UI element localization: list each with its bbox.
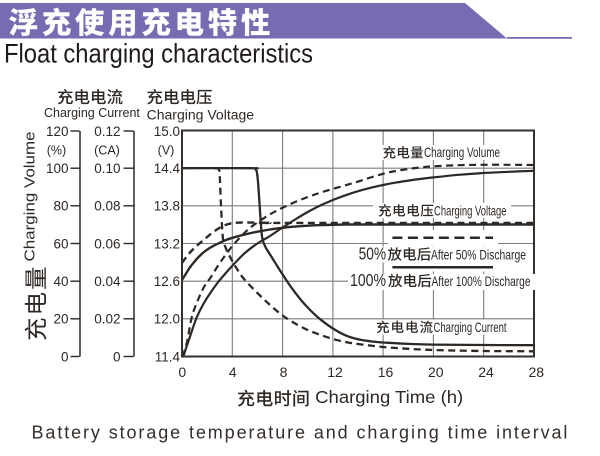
svg-text:14.4: 14.4	[154, 161, 181, 176]
svg-text:4: 4	[229, 364, 237, 380]
svg-text:(%): (%)	[47, 144, 66, 158]
svg-text:24: 24	[478, 364, 494, 380]
svg-text:After 50% Discharge: After 50% Discharge	[431, 248, 526, 263]
svg-text:11.4: 11.4	[155, 349, 181, 364]
svg-text:Charging Current: Charging Current	[434, 320, 507, 335]
svg-text:8: 8	[280, 364, 288, 380]
svg-text:After 100% Discharge: After 100% Discharge	[432, 274, 531, 289]
svg-text:0.10: 0.10	[94, 161, 120, 176]
svg-text:60: 60	[53, 236, 68, 251]
svg-text:(CA): (CA)	[94, 144, 120, 158]
svg-text:100: 100	[46, 161, 69, 176]
svg-text:20: 20	[53, 312, 68, 327]
svg-text:12: 12	[327, 364, 343, 380]
svg-text:16: 16	[378, 364, 394, 380]
svg-text:100%: 100%	[350, 270, 386, 290]
svg-text:50%: 50%	[359, 244, 387, 264]
svg-text:Battery storage temperature an: Battery storage temperature and charging…	[32, 423, 570, 443]
svg-text:120: 120	[46, 124, 69, 139]
svg-text:Charging Volume: Charging Volume	[22, 132, 39, 262]
svg-text:13.2: 13.2	[154, 236, 180, 251]
svg-text:12.6: 12.6	[154, 274, 180, 289]
svg-text:0.02: 0.02	[94, 312, 120, 327]
svg-text:20: 20	[428, 364, 444, 380]
svg-text:13.8: 13.8	[154, 199, 180, 214]
svg-text:0.06: 0.06	[94, 236, 120, 251]
svg-text:Float charging characteristics: Float charging characteristics	[4, 39, 313, 69]
svg-text:Charging Voltage: Charging Voltage	[147, 107, 255, 123]
svg-text:12.0: 12.0	[154, 312, 180, 327]
svg-text:40: 40	[53, 274, 68, 289]
svg-text:Charging Current: Charging Current	[44, 106, 140, 120]
svg-text:Charging Voltage: Charging Voltage	[434, 204, 507, 219]
svg-text:0: 0	[113, 349, 121, 364]
svg-text:15.0: 15.0	[154, 124, 180, 139]
svg-text:Charging Time (h): Charging Time (h)	[315, 387, 463, 407]
svg-text:0.04: 0.04	[94, 274, 121, 289]
svg-text:0.12: 0.12	[94, 124, 120, 139]
svg-text:28: 28	[529, 364, 545, 380]
svg-text:0: 0	[178, 364, 186, 380]
svg-text:80: 80	[53, 199, 68, 214]
svg-text:0: 0	[61, 349, 69, 364]
svg-text:Charging Volume: Charging Volume	[424, 145, 500, 160]
svg-text:(V): (V)	[158, 144, 175, 158]
svg-text:0.08: 0.08	[94, 199, 120, 214]
